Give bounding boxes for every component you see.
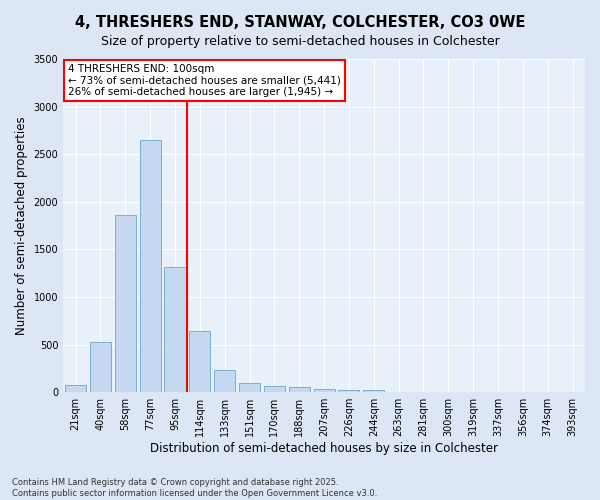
Bar [140,140,161,392]
Bar [314,390,335,392]
Bar [289,388,310,392]
Bar [338,390,359,392]
Bar [189,332,211,392]
X-axis label: Distribution of semi-detached houses by size in Colchester: Distribution of semi-detached houses by … [150,442,498,455]
Text: Size of property relative to semi-detached houses in Colchester: Size of property relative to semi-detach… [101,35,499,48]
Bar [65,385,86,392]
Bar [214,370,235,392]
Bar [115,215,136,392]
Bar [90,342,111,392]
Y-axis label: Number of semi-detached properties: Number of semi-detached properties [15,116,28,335]
Bar [363,390,385,392]
Text: 4 THRESHERS END: 100sqm
← 73% of semi-detached houses are smaller (5,441)
26% of: 4 THRESHERS END: 100sqm ← 73% of semi-de… [68,64,341,97]
Bar [164,268,185,392]
Text: 4, THRESHERS END, STANWAY, COLCHESTER, CO3 0WE: 4, THRESHERS END, STANWAY, COLCHESTER, C… [75,15,525,30]
Bar [264,386,285,392]
Text: Contains HM Land Registry data © Crown copyright and database right 2025.
Contai: Contains HM Land Registry data © Crown c… [12,478,377,498]
Bar [239,383,260,392]
